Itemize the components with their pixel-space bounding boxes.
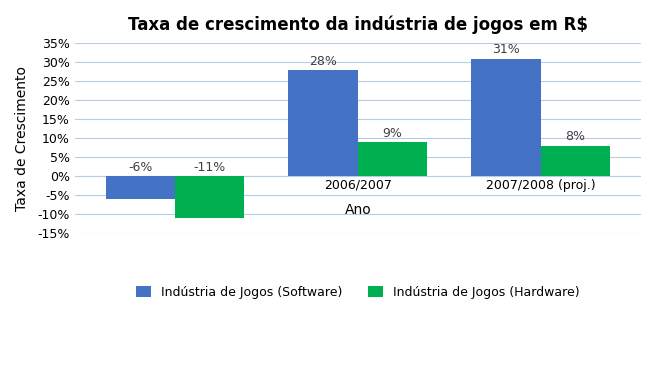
Bar: [471, 59, 541, 176]
Bar: [175, 176, 245, 218]
Bar: [289, 70, 358, 176]
Bar: [106, 176, 175, 199]
Text: 9%: 9%: [382, 127, 402, 139]
Text: 8%: 8%: [565, 130, 585, 143]
Y-axis label: Taxa de Crescimento: Taxa de Crescimento: [15, 66, 29, 211]
Text: 28%: 28%: [309, 55, 337, 68]
Text: -11%: -11%: [194, 161, 226, 174]
Title: Taxa de crescimento da indústria de jogos em R$: Taxa de crescimento da indústria de jogo…: [128, 15, 588, 34]
Bar: [358, 142, 427, 176]
Text: 31%: 31%: [492, 43, 520, 56]
Text: -6%: -6%: [128, 161, 153, 174]
Legend: Indústria de Jogos (Software), Indústria de Jogos (Hardware): Indústria de Jogos (Software), Indústria…: [131, 281, 584, 304]
Bar: [541, 146, 610, 176]
X-axis label: Ano: Ano: [344, 203, 371, 217]
